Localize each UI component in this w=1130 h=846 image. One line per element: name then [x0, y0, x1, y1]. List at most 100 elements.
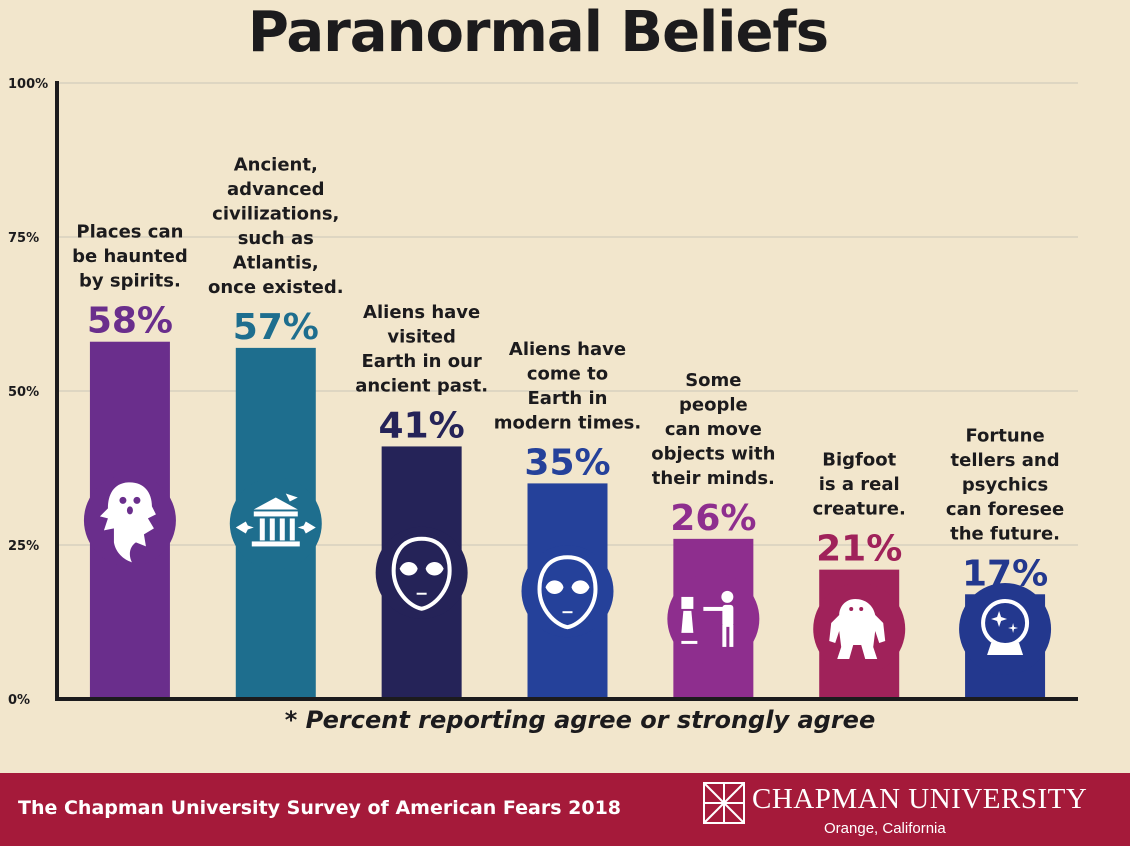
alien-head-icon [391, 536, 452, 611]
footer-banner: The Chapman University Survey of America… [0, 773, 1130, 846]
category-label-line: tellers and [951, 450, 1060, 471]
lamp [681, 610, 694, 633]
alien-eye [571, 580, 590, 594]
person-arm [703, 606, 724, 611]
bigfoot-body [829, 599, 886, 659]
alien-outline [391, 536, 452, 611]
category-label-line: such as [238, 228, 314, 249]
bar-group-6: 21% Bigfoot is a real creature. [813, 450, 906, 699]
category-label-line: Aliens have [509, 339, 626, 360]
data-label: 26% [670, 498, 756, 539]
floating-box [681, 596, 694, 609]
ghost-icon [99, 482, 156, 563]
category-label-line: the future. [950, 523, 1060, 544]
temple-column [289, 518, 295, 541]
y-tick-label: 25% [8, 539, 39, 554]
bar-group-3: 41% Aliens have visited Earth in our ancient… [355, 302, 488, 699]
category-label-line: by spirits. [79, 271, 181, 292]
temple-column [269, 518, 275, 541]
bar-group-2: 57% Ancient, advanced civilizations, such as… [208, 154, 344, 699]
category-label-line: creature. [813, 499, 906, 520]
chart-footnote: * Percent reporting agree or strongly ag… [284, 706, 876, 734]
bigfoot-eye [859, 607, 864, 611]
alien-outline [537, 555, 598, 630]
data-label: 41% [379, 405, 465, 446]
data-label: 21% [816, 529, 902, 570]
category-label-line: objects with [651, 443, 775, 464]
category-label-line: once existed. [208, 277, 344, 298]
category-label-line: advanced [227, 179, 325, 200]
bar-group-7: 17% Fortune tellers and psychics can foresee… [946, 425, 1064, 699]
bigfoot-icon [829, 599, 886, 659]
alien-eye [399, 561, 418, 576]
ghost-eye [119, 496, 127, 504]
bar-chart: 0% 25% 50% 75% 100% 58% Places can be haunted by… [8, 77, 1078, 708]
temple-roof [253, 497, 298, 510]
category-label-line: Aliens have [363, 302, 480, 323]
person-head [721, 590, 734, 603]
category-label-line: Places can [76, 222, 183, 243]
alien-eye [425, 561, 444, 576]
survey-name: The Chapman University Survey of America… [18, 797, 622, 819]
sparkle [991, 611, 1008, 627]
chapman-logo-icon [703, 782, 745, 824]
fish [235, 521, 254, 534]
category-label-line: psychics [962, 474, 1048, 495]
ghost-eye [133, 496, 141, 504]
category-label-line: Ancient, [234, 154, 318, 175]
data-label: 57% [233, 307, 319, 348]
fish [297, 521, 316, 534]
category-label-line: can foresee [946, 499, 1064, 520]
category-label-line: can move [665, 419, 762, 440]
alien-mouth [416, 592, 427, 595]
sparkle [1008, 623, 1019, 633]
temple-base [251, 541, 300, 547]
university-location: Orange, California [824, 820, 946, 837]
category-label-line: people [679, 394, 748, 415]
category-label-line: civilizations, [212, 203, 339, 224]
category-label-line: visited [387, 326, 455, 347]
category-label-line: Earth in [528, 388, 608, 409]
ghost-mouth [126, 506, 133, 515]
y-tick-label: 75% [8, 231, 39, 246]
temple-beam [253, 511, 298, 517]
bar-group-1: 58% Places can be haunted by spirits. [72, 222, 188, 699]
data-label: 17% [962, 553, 1048, 594]
data-label: 58% [87, 301, 173, 342]
person-leg [729, 624, 734, 647]
category-label-line: their minds. [652, 468, 775, 489]
icon-medallion [667, 572, 760, 665]
category-label-line: ancient past. [355, 375, 488, 396]
y-tick-label: 50% [8, 385, 39, 400]
temple-column [259, 518, 265, 541]
category-label-line: come to [527, 363, 608, 384]
bigfoot-eye [849, 607, 854, 611]
temple-column [279, 518, 285, 541]
category-label-line: Atlantis, [233, 252, 319, 273]
bar-group-5: 26% Some people can move objects with their m… [651, 370, 775, 699]
bar-group-4: 35% Aliens have come to Earth in modern time… [494, 339, 641, 699]
alien-eye [545, 580, 564, 594]
data-label: 35% [524, 442, 610, 483]
crystal-ball-icon [981, 599, 1030, 655]
fish [285, 493, 298, 502]
category-label-line: modern times. [494, 412, 641, 433]
alien-mouth [562, 611, 573, 614]
telekinesis-icon [681, 590, 734, 647]
category-label-line: Some [685, 370, 741, 391]
category-label-line: is a real [819, 474, 900, 495]
category-label-line: Earth in our [361, 351, 481, 372]
alien-head-icon [537, 555, 598, 630]
icon-medallion [959, 583, 1052, 675]
category-label-line: Bigfoot [822, 450, 896, 471]
university-name: CHAPMAN UNIVERSITY [752, 783, 1088, 815]
sunken-temple-icon [235, 493, 316, 547]
y-tick-label: 0% [8, 693, 30, 708]
chart-title: Paranormal Beliefs [247, 0, 829, 65]
person-leg [722, 624, 727, 647]
ghost-body [99, 482, 156, 563]
category-label-line: Fortune [965, 425, 1044, 446]
y-tick-label: 100% [8, 77, 48, 92]
person-body [722, 604, 734, 627]
floor [681, 640, 698, 644]
